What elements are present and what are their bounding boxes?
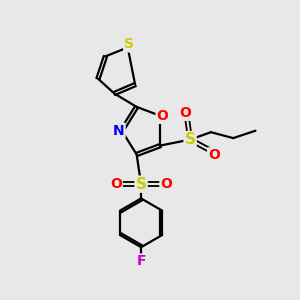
Text: O: O <box>157 109 168 123</box>
Text: O: O <box>208 148 220 162</box>
Text: S: S <box>124 38 134 52</box>
Text: O: O <box>110 177 122 191</box>
Text: F: F <box>136 254 146 268</box>
Text: S: S <box>136 177 147 192</box>
Text: N: N <box>113 124 124 138</box>
Text: O: O <box>160 177 172 191</box>
Text: S: S <box>184 132 196 147</box>
Text: O: O <box>180 106 192 120</box>
